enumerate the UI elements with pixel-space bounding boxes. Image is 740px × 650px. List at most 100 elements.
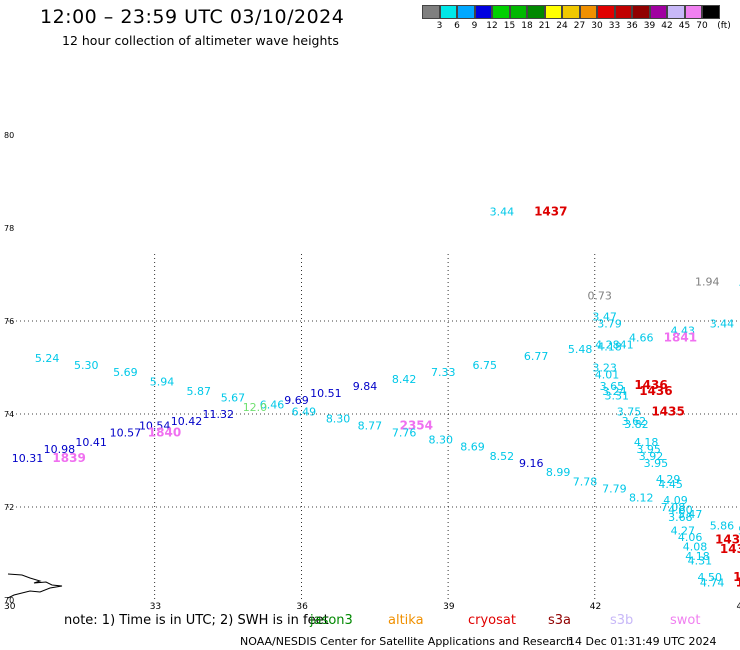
legend-swatch	[667, 5, 685, 19]
wave-height-label: 4.66	[629, 331, 654, 344]
wave-height-label: 1437	[534, 205, 567, 219]
wave-height-label: 4.50	[697, 571, 722, 584]
wave-height-label: 5.30	[74, 359, 99, 372]
wave-height-label: 4.60	[668, 503, 693, 516]
wave-height-label: 3.44	[490, 206, 515, 219]
legend-tick: 12	[486, 21, 498, 31]
wave-height-label: 7.78	[573, 475, 598, 488]
wave-height-label: 1436	[639, 384, 672, 398]
wave-height-label: 3.31	[605, 389, 630, 402]
legend-tick: 33	[608, 21, 621, 31]
legend-tick: 70	[696, 21, 708, 31]
legend-tick: 9	[471, 21, 478, 31]
credit-line: NOAA/NESDIS Center for Satellite Applica…	[240, 635, 574, 648]
wave-height-label: 5.87	[186, 385, 211, 398]
axis-labels: 807876747270303336394245	[4, 131, 740, 612]
legend-tick: 42	[661, 21, 673, 31]
wave-height-label: 10.42	[171, 415, 203, 428]
wave-height-label: 4.18	[597, 341, 622, 354]
wave-height-label: 1435	[651, 405, 684, 419]
wave-height-label: 1433	[715, 533, 740, 547]
wave-height-label: 10.57	[110, 427, 142, 440]
wave-height-label: 10.31	[12, 452, 44, 465]
satellite-cryosat: cryosat	[468, 613, 516, 628]
legend-swatch	[492, 5, 510, 19]
wave-height-label: 4.31	[688, 554, 713, 567]
wave-height-label: 8.77	[358, 420, 383, 433]
wave-height-label: 8.42	[392, 373, 417, 386]
wave-height-label: 6.49	[292, 406, 317, 419]
legend-tick: 30	[591, 21, 603, 31]
wave-height-label: 3.79	[597, 317, 622, 330]
wave-height-label: 1432	[720, 542, 740, 556]
legend-swatch	[684, 5, 702, 19]
wave-height-label: 2354	[400, 419, 433, 433]
footer-note: note: 1) Time is in UTC; 2) SWH is in fe…	[64, 613, 329, 628]
wave-height-label: 14	[733, 570, 740, 584]
wave-height-label: 6.75	[473, 359, 498, 372]
wave-height-label: 3.44	[710, 317, 735, 330]
wave-height-label: 5.94	[150, 375, 175, 388]
legend-swatch	[527, 5, 545, 19]
wave-height-label: 4.29	[656, 473, 681, 486]
legend-tick: 39	[643, 21, 656, 31]
legend-swatch	[632, 5, 650, 19]
wave-height-label: 5.69	[113, 366, 138, 379]
wave-height-label: 7.33	[431, 366, 456, 379]
longitude-label: 45	[737, 602, 740, 612]
legend-swatch	[509, 5, 527, 19]
wave-height-label: 10.54	[139, 420, 171, 433]
legend-tick: 6	[454, 21, 460, 31]
wave-height-label: 4.45	[658, 478, 683, 491]
wave-height-label: 4.18	[685, 550, 710, 563]
map-subtitle: 12 hour collection of altimeter wave hei…	[62, 33, 339, 48]
wave-height-label: 8.30	[429, 434, 454, 447]
wave-height-label: 4.74	[700, 576, 725, 589]
wave-height-label: 5	[738, 524, 740, 537]
wave-height-label: 10.98	[44, 443, 76, 456]
satellite-s3b: s3b	[610, 613, 634, 628]
wave-height-label: 3.62	[622, 415, 647, 428]
satellite-s3a: s3a	[548, 613, 572, 628]
legend-unit: (ft)	[717, 21, 731, 31]
wave-height-label: 3.95	[636, 443, 661, 456]
wave-height-label: 4	[739, 278, 740, 291]
wave-height-label: 5.24	[35, 352, 60, 365]
map-grid	[8, 254, 740, 600]
coastline-fragment	[7, 573, 63, 599]
latitude-label: 80	[4, 131, 14, 140]
legend-swatch	[614, 5, 632, 19]
generated-timestamp: 14 Dec 01:31:49 UTC 2024	[568, 635, 717, 648]
wave-height-label: 1436	[634, 378, 667, 392]
latitude-label: 70	[4, 596, 14, 605]
wave-height-label: 4.09	[663, 494, 688, 507]
legend-swatch	[439, 5, 457, 19]
satellite-swot: swot	[670, 613, 701, 628]
satellite-altika: altika	[388, 613, 424, 628]
legend-swatch	[474, 5, 492, 19]
legend-swatch	[422, 5, 440, 19]
longitude-label: 30	[4, 602, 16, 612]
wave-height-label: 14	[736, 575, 740, 589]
wave-height-label: 3.92	[639, 450, 664, 463]
color-legend: (ft) 3 6 9 12 15 18 21 24 27 30 33 36 39 42 45 70	[422, 5, 731, 31]
legend-swatch	[579, 5, 597, 19]
wave-height-label: 10.41	[75, 436, 107, 449]
latitude-label: 78	[4, 224, 14, 233]
wave-height-label: 4.43	[671, 324, 696, 337]
latitude-label: 72	[4, 503, 14, 512]
legend-ticks: (ft) 3 6 9 12 15 18 21 24 27 30 33 36 39 42 45 70	[422, 19, 731, 31]
legend-swatch	[562, 5, 580, 19]
legend-tick: 21	[538, 21, 551, 31]
wave-height-label: 3.75	[617, 406, 642, 419]
longitude-label: 36	[296, 602, 308, 612]
legend-swatch	[702, 5, 720, 19]
wave-height-label: 7.79	[602, 482, 627, 495]
wave-height-label: 4.06	[678, 531, 703, 544]
legend-swatch	[544, 5, 562, 19]
wave-height-label: 12.0	[243, 401, 268, 414]
legend-tick: 18	[521, 21, 533, 31]
map-title: 12:00 – 23:59 UTC 03/10/2024	[40, 6, 345, 28]
